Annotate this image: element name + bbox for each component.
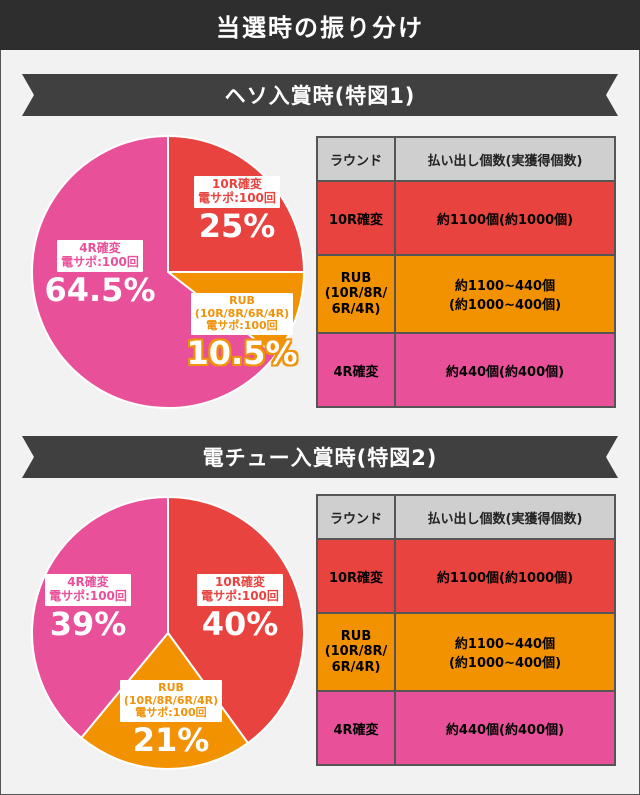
slice-label-10r-heso: 10R確変 電サポ:100回 25% <box>182 176 292 243</box>
table-row: 4R確変 約440個(約400個) <box>316 690 616 766</box>
pie-chart-denchu <box>31 495 305 770</box>
distribution-table-heso: ラウンド 払い出し個数(実獲得個数) 10R確変 約1100個(約1000個) … <box>316 136 616 408</box>
ribbon-shape <box>22 436 618 478</box>
header-payout: 払い出し個数(実獲得個数) <box>394 136 616 182</box>
slice-sublabel: 10R確変 電サポ:100回 <box>197 574 283 606</box>
cell-payout: 約440個(約400個) <box>394 690 616 766</box>
slice-percent: 25% <box>198 206 276 245</box>
table-row: 10R確変 約1100個(約1000個) <box>316 180 616 256</box>
slice-sublabel: 4R確変 電サポ:100回 <box>57 240 143 272</box>
distribution-table-denchu: ラウンド 払い出し個数(実獲得個数) 10R確変 約1100個(約1000個) … <box>316 494 616 766</box>
slice-percent: 39% <box>49 604 127 643</box>
table-row: 10R確変 約1100個(約1000個) <box>316 538 616 614</box>
table-row: RUB (10R/8R/ 6R/4R) 約1100~440個 (約1000~400… <box>316 612 616 692</box>
cell-round: 4R確変 <box>316 690 396 766</box>
slice-sublabel: 4R確変 電サポ:100回 <box>45 574 131 606</box>
slice-percent: 21% <box>132 720 210 759</box>
cell-payout: 約1100~440個 (約1000~400個) <box>394 612 616 692</box>
slice-sublabel: RUB (10R/8R/6R/4R) 電サポ:100回 <box>119 680 223 722</box>
section-heading-heso: ヘソ入賞時(特図1) <box>22 74 618 116</box>
section-heading-denchu: 電チュー入賞時(特図2) <box>22 436 618 478</box>
table-header-row: ラウンド 払い出し個数(実獲得個数) <box>316 136 616 182</box>
page-title: 当選時の振り分け <box>0 0 640 50</box>
cell-payout: 約440個(約400個) <box>394 332 616 408</box>
table-row: RUB (10R/8R/ 6R/4R) 約1100~440個 (約1000~400… <box>316 254 616 334</box>
ribbon-shape <box>22 74 618 116</box>
header-round: ラウンド <box>316 494 396 540</box>
slice-label-rub-heso: RUB (10R/8R/6R/4R) 電サポ:100回 10.5% <box>181 293 303 371</box>
cell-payout: 約1100個(約1000個) <box>394 538 616 614</box>
slice-percent: 64.5% <box>44 270 156 309</box>
cell-round: RUB (10R/8R/ 6R/4R) <box>316 254 396 334</box>
slice-sublabel: RUB (10R/8R/6R/4R) 電サポ:100回 <box>190 293 294 335</box>
pie-slice-4r <box>31 495 169 740</box>
cell-round: 4R確変 <box>316 332 396 408</box>
slice-label-4r-denchu: 4R確変 電サポ:100回 39% <box>38 574 138 641</box>
slice-percent: 40% <box>201 604 279 643</box>
cell-round: RUB (10R/8R/ 6R/4R) <box>316 612 396 692</box>
table-row: 4R確変 約440個(約400個) <box>316 332 616 408</box>
slice-sublabel: 10R確変 電サポ:100回 <box>194 176 280 208</box>
cell-payout: 約1100~440個 (約1000~400個) <box>394 254 616 334</box>
slice-label-10r-denchu: 10R確変 電サポ:100回 40% <box>188 574 292 641</box>
slice-label-4r-heso: 4R確変 電サポ:100回 64.5% <box>38 240 162 307</box>
pie-slice-10r <box>167 495 305 745</box>
slice-label-rub-denchu: RUB (10R/8R/6R/4R) 電サポ:100回 21% <box>108 680 234 758</box>
pie-slice-4r <box>31 134 277 409</box>
cell-round: 10R確変 <box>316 538 396 614</box>
table-header-row: ラウンド 払い出し個数(実獲得個数) <box>316 494 616 540</box>
section-heading-text: ヘソ入賞時(特図1) <box>224 84 416 108</box>
header-payout: 払い出し個数(実獲得個数) <box>394 494 616 540</box>
cell-round: 10R確変 <box>316 180 396 256</box>
section-heading-text: 電チュー入賞時(特図2) <box>202 446 438 470</box>
header-round: ラウンド <box>316 136 396 182</box>
cell-payout: 約1100個(約1000個) <box>394 180 616 256</box>
slice-percent: 10.5% <box>186 333 298 372</box>
